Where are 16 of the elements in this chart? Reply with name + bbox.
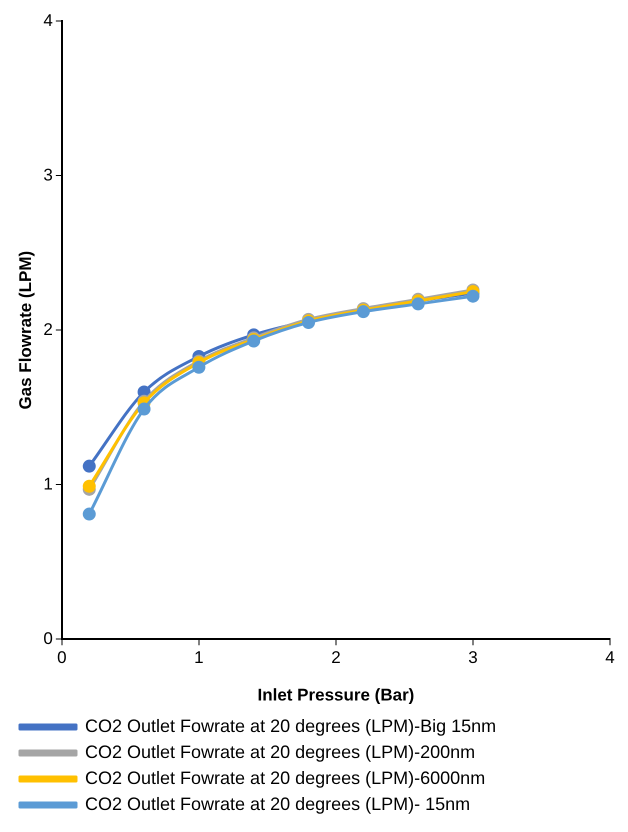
y-tick-label: 4: [43, 10, 53, 30]
y-tick-label: 0: [43, 628, 53, 648]
legend-label: CO2 Outlet Fowrate at 20 degrees (LPM)-200nm: [85, 742, 476, 762]
x-tick-label: 0: [57, 648, 67, 668]
legend-label: CO2 Outlet Fowrate at 20 degrees (LPM)-Big 15nm: [85, 716, 496, 736]
y-tick-label: 3: [43, 165, 53, 184]
y-tick-label: 2: [43, 320, 53, 339]
x-axis-title: Inlet Pressure (Bar): [258, 685, 414, 704]
y-tick-label: 1: [43, 474, 53, 494]
y-axis-title: Gas Flowrate (LPM): [16, 250, 35, 410]
x-tick-label: 1: [194, 648, 204, 668]
x-tick-label: 2: [331, 648, 341, 668]
x-tick-label: 4: [605, 648, 615, 668]
x-tick-label: 3: [468, 648, 478, 668]
legend-label: CO2 Outlet Fowrate at 20 degrees (LPM)- 15nm: [85, 794, 470, 814]
legend-label: CO2 Outlet Fowrate at 20 degrees (LPM)-6000nm: [85, 768, 486, 788]
